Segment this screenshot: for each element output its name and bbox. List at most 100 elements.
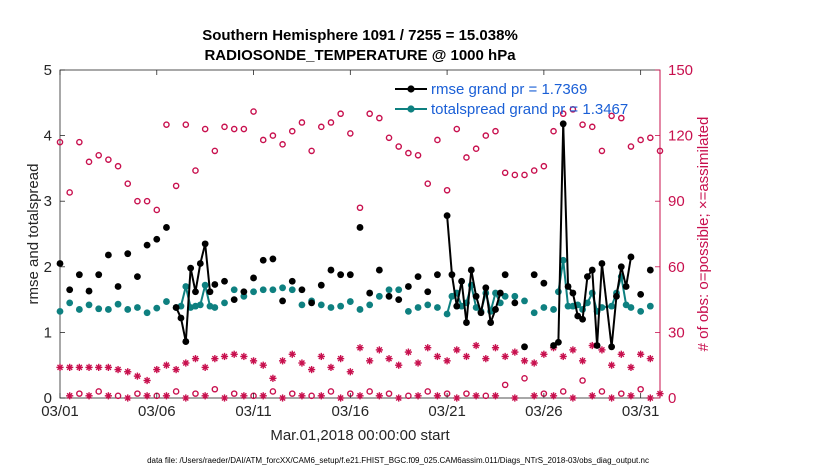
legend-rmse-marker (407, 85, 415, 93)
rmse-point (458, 277, 466, 285)
possible-obs-point (153, 206, 161, 214)
possible-obs-point (269, 132, 277, 139)
possible-obs-point (192, 390, 199, 397)
possible-obs-point (269, 388, 277, 395)
plot-area (56, 69, 664, 402)
possible-obs-point (637, 136, 644, 144)
rmse-point (395, 296, 403, 303)
totalspread-point (434, 304, 441, 311)
possible-obs-point (85, 158, 93, 166)
x-tick-label: 03/06 (138, 403, 176, 420)
possible-obs-point (521, 171, 528, 179)
rmse-point (288, 277, 296, 285)
possible-obs-point (327, 388, 335, 395)
possible-obs-point (579, 121, 586, 128)
rmse-point (230, 296, 238, 303)
left-tick-label: 3 (44, 193, 52, 210)
totalspread-point (521, 297, 528, 305)
assimilated-obs-point (433, 392, 442, 400)
possible-obs-point (521, 375, 528, 382)
possible-obs-point (627, 143, 635, 150)
rmse-point (453, 302, 461, 310)
assimilated-obs-point (201, 392, 209, 400)
totalspread-point (472, 304, 480, 311)
rmse-point (182, 338, 190, 345)
assimilated-obs-point (162, 361, 171, 369)
possible-obs-point (230, 125, 238, 133)
assimilated-obs-point (617, 350, 625, 358)
totalspread-point (259, 286, 267, 294)
legend: rmse grand pr = 1.7369 totalspread grand… (395, 81, 628, 118)
possible-obs-point (298, 119, 306, 126)
rmse-point (569, 289, 577, 297)
assimilated-obs-point (240, 352, 248, 361)
totalspread-point (443, 310, 451, 318)
possible-obs-point (530, 167, 538, 174)
rmse-segment (189, 267, 197, 292)
rmse-point (550, 342, 557, 349)
rmse-point (424, 288, 432, 296)
totalspread-point (584, 299, 591, 307)
possible-obs-point (182, 121, 190, 128)
rmse-point (153, 235, 161, 243)
rmse-point (346, 271, 354, 279)
rmse-point (617, 263, 625, 271)
assimilated-obs-point (366, 357, 374, 365)
totalspread-point (196, 301, 204, 309)
left-tick-label: 0 (44, 390, 52, 407)
x-axis-ticks: 03/01 03/06 03/11 03/16 03/21 03/26 03/31 (41, 70, 659, 420)
rmse-point (240, 288, 248, 296)
rmse-point (622, 283, 630, 290)
rmse-segment (446, 215, 453, 275)
possible-obs-point (385, 390, 393, 397)
possible-obs-point (443, 186, 451, 194)
totalspread-point (424, 301, 432, 309)
rmse-point (56, 260, 64, 267)
assimilated-obs-point (414, 359, 422, 367)
assimilated-obs-point (443, 357, 451, 365)
assimilated-obs-point (356, 392, 364, 400)
left-tick-label: 1 (44, 324, 52, 341)
assimilated-obs-point (646, 355, 654, 363)
totalspread-point (448, 292, 456, 300)
totalspread-point (298, 301, 306, 309)
assimilated-obs-point (201, 363, 209, 371)
assimilated-obs-point (298, 392, 306, 400)
assimilated-obs-point (230, 350, 238, 358)
totalspread-point (182, 283, 190, 290)
left-tick-label: 4 (44, 128, 52, 145)
rmse-segment (615, 266, 623, 297)
possible-obs-point (385, 134, 393, 142)
assimilated-obs-point (220, 352, 229, 361)
assimilated-obs-point (375, 346, 383, 354)
assimilated-obs-point (288, 350, 296, 358)
rmse-point (206, 288, 214, 296)
rmse-point (414, 273, 422, 281)
possible-obs-point (453, 125, 461, 133)
possible-obs-point (482, 392, 490, 400)
assimilated-obs-point (395, 361, 403, 369)
rmse-point (221, 277, 228, 285)
possible-obs-point (172, 182, 180, 190)
possible-obs-point (424, 180, 432, 188)
assimilated-obs-point (211, 355, 219, 363)
totalspread-point (230, 286, 238, 294)
assimilated-obs-point (182, 359, 190, 367)
assimilated-obs-point (491, 392, 500, 400)
possible-obs-point (250, 108, 257, 115)
assimilated-obs-point (588, 392, 596, 400)
possible-obs-point (114, 162, 122, 170)
assimilated-obs-point (482, 355, 490, 363)
rmse-segment (184, 268, 192, 342)
totalspread-point (250, 288, 257, 296)
rmse-point (211, 281, 219, 288)
totalspread-point (458, 302, 466, 310)
rmse-point (201, 240, 209, 248)
totalspread-point (85, 301, 93, 309)
assimilated-obs-point (75, 363, 83, 371)
rmse-point (279, 297, 286, 305)
totalspread-point (163, 298, 170, 305)
totalspread-point (211, 304, 219, 311)
assimilated-obs-point (298, 359, 306, 367)
